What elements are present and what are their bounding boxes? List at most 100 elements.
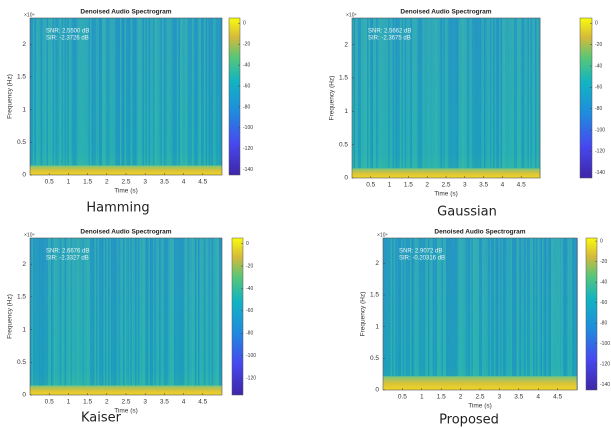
texture-stripe bbox=[548, 238, 550, 390]
colorbar-tick-label: 0 bbox=[246, 241, 249, 247]
texture-stripe bbox=[401, 18, 403, 178]
texture-stripe bbox=[521, 238, 523, 390]
texture-stripe bbox=[401, 238, 403, 390]
texture-stripe bbox=[151, 238, 153, 395]
texture-stripe bbox=[127, 18, 129, 175]
texture-stripe bbox=[163, 238, 165, 395]
annotation: SIR: -0.20316 dB bbox=[399, 256, 445, 262]
texture-stripe bbox=[488, 238, 490, 390]
texture-stripe bbox=[160, 18, 162, 175]
texture-stripe bbox=[519, 238, 521, 390]
texture-stripe bbox=[219, 238, 221, 395]
texture-stripe bbox=[396, 238, 398, 390]
texture-stripe bbox=[361, 18, 363, 178]
texture-stripe bbox=[444, 238, 446, 390]
texture-stripe bbox=[175, 238, 177, 395]
texture-stripe bbox=[405, 238, 407, 390]
texture-stripe bbox=[390, 238, 392, 390]
texture-stripe bbox=[572, 238, 574, 390]
texture-stripe bbox=[431, 238, 433, 390]
colorbar-tick-label: -20 bbox=[595, 42, 602, 48]
texture-stripe bbox=[464, 238, 466, 390]
texture-stripe bbox=[413, 238, 415, 390]
texture-stripe bbox=[438, 238, 440, 390]
texture-stripe bbox=[435, 238, 437, 390]
texture-stripe bbox=[55, 238, 57, 395]
texture-stripe bbox=[115, 238, 117, 395]
texture-stripe bbox=[515, 238, 517, 390]
texture-stripe bbox=[118, 238, 120, 395]
texture-stripe bbox=[421, 18, 423, 178]
texture-stripe bbox=[477, 238, 479, 390]
x-tick-label: 2.5 bbox=[121, 399, 130, 406]
texture-stripe bbox=[514, 18, 516, 178]
texture-stripe bbox=[555, 238, 557, 390]
texture-stripe bbox=[504, 238, 506, 390]
texture-stripe bbox=[148, 238, 150, 395]
texture-stripe bbox=[478, 18, 480, 178]
texture-stripe bbox=[447, 238, 449, 390]
texture-stripe bbox=[434, 18, 436, 178]
texture-stripe bbox=[443, 18, 445, 178]
texture-stripe bbox=[114, 18, 116, 175]
texture-stripe bbox=[141, 18, 143, 175]
texture-stripe bbox=[513, 238, 515, 390]
texture-stripe bbox=[49, 238, 51, 395]
annotation: SIR: -2.3726 dB bbox=[46, 36, 89, 42]
caption: Kaiser bbox=[81, 411, 122, 426]
texture-stripe bbox=[157, 18, 159, 175]
x-tick-label: 1 bbox=[388, 182, 392, 189]
colorbar-tick-label: 0 bbox=[600, 238, 603, 244]
texture-stripe bbox=[412, 18, 414, 178]
texture-stripe bbox=[82, 18, 84, 175]
texture-stripe bbox=[183, 18, 185, 175]
texture-stripe bbox=[534, 238, 536, 390]
texture-stripe bbox=[540, 238, 542, 390]
texture-stripe bbox=[187, 238, 189, 395]
texture-stripe bbox=[37, 18, 39, 175]
texture-stripe bbox=[213, 18, 215, 175]
caption: Proposed bbox=[439, 413, 499, 428]
texture-stripe bbox=[408, 238, 410, 390]
texture-stripe bbox=[414, 238, 416, 390]
texture-stripe bbox=[493, 18, 495, 178]
y-tick-label: 0.5 bbox=[17, 359, 26, 366]
texture-stripe bbox=[549, 238, 551, 390]
texture-stripe bbox=[474, 238, 476, 390]
colorbar-tick-label: 0 bbox=[595, 21, 598, 27]
texture-stripe bbox=[465, 238, 467, 390]
y-axis-label: Frequency (Hz) bbox=[329, 76, 336, 121]
x-tick-label: 2.5 bbox=[475, 394, 484, 401]
texture-stripe bbox=[210, 238, 212, 395]
texture-stripe bbox=[419, 18, 421, 178]
texture-stripe bbox=[214, 238, 216, 395]
texture-stripe bbox=[93, 238, 95, 395]
colorbar-tick-label: -120 bbox=[243, 146, 253, 152]
texture-stripe bbox=[516, 238, 518, 390]
texture-stripe bbox=[452, 18, 454, 178]
texture-stripe bbox=[67, 238, 69, 395]
texture-stripe bbox=[505, 18, 507, 178]
colorbar-tick-label: -60 bbox=[246, 308, 253, 314]
texture-stripe bbox=[211, 238, 213, 395]
texture-stripe bbox=[100, 238, 102, 395]
texture-stripe bbox=[205, 18, 207, 175]
chart-title: Denoised Audio Spectrogram bbox=[80, 229, 171, 236]
colorbar bbox=[228, 17, 241, 176]
texture-stripe bbox=[199, 18, 201, 175]
texture-stripe bbox=[424, 18, 426, 178]
texture-stripe bbox=[509, 238, 511, 390]
chart-title: Denoised Audio Spectrogram bbox=[434, 229, 525, 236]
texture-stripe bbox=[467, 18, 469, 178]
texture-stripe bbox=[91, 18, 93, 175]
texture-stripe bbox=[184, 238, 186, 395]
texture-stripe bbox=[129, 18, 131, 175]
texture-stripe bbox=[371, 18, 373, 178]
colorbar-tick-label: -60 bbox=[600, 300, 607, 306]
texture-stripe bbox=[88, 18, 90, 175]
texture-stripe bbox=[181, 238, 183, 395]
colorbar-tick-label: -20 bbox=[246, 263, 253, 269]
texture-stripe bbox=[144, 18, 146, 175]
texture-stripe bbox=[533, 238, 535, 390]
